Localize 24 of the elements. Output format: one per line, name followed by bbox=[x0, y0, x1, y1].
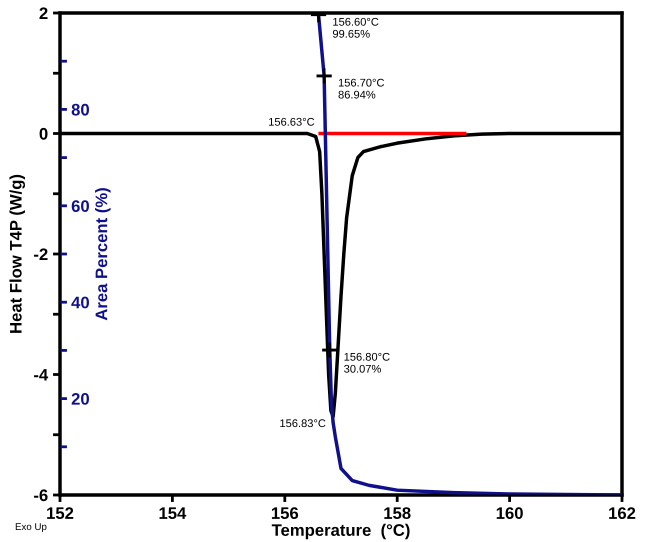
x-axis-title: Temperature (°C) bbox=[272, 524, 410, 540]
y2-tick-label: 20 bbox=[72, 393, 89, 405]
annotation: 156.83°C bbox=[280, 419, 326, 428]
y2-tick-label: 40 bbox=[71, 296, 89, 308]
text: Exo Up bbox=[16, 523, 46, 532]
y2-tick-label: 80 bbox=[72, 104, 89, 116]
annotation: 156.60°C 99.65% bbox=[332, 18, 378, 38]
annotation: 156.63°C bbox=[269, 118, 314, 126]
x-tick-label: 162 bbox=[609, 507, 636, 520]
y-tick-label: -2 bbox=[34, 248, 48, 260]
y-tick-label: 2 bbox=[40, 7, 48, 20]
x-tick-label: 158 bbox=[384, 507, 411, 520]
annotation: 156.80°C 30.07% bbox=[344, 352, 390, 373]
y-tick-label: -4 bbox=[34, 369, 48, 381]
y-axis-title: Heat Flow T4P (W/g) bbox=[9, 174, 26, 333]
annotation: 156.70°C 86.94% bbox=[338, 78, 384, 99]
y2-axis-title: Area Percent (%) bbox=[95, 188, 111, 320]
y-tick-label: -6 bbox=[34, 489, 48, 502]
x-tick-label: 160 bbox=[496, 507, 523, 520]
x-tick-label: 156 bbox=[272, 507, 298, 520]
y-tick-label: 0 bbox=[40, 128, 48, 140]
y2-tick-label: 60 bbox=[72, 200, 89, 212]
x-tick-label: 154 bbox=[160, 507, 186, 520]
x-tick-label: 152 bbox=[47, 507, 74, 520]
